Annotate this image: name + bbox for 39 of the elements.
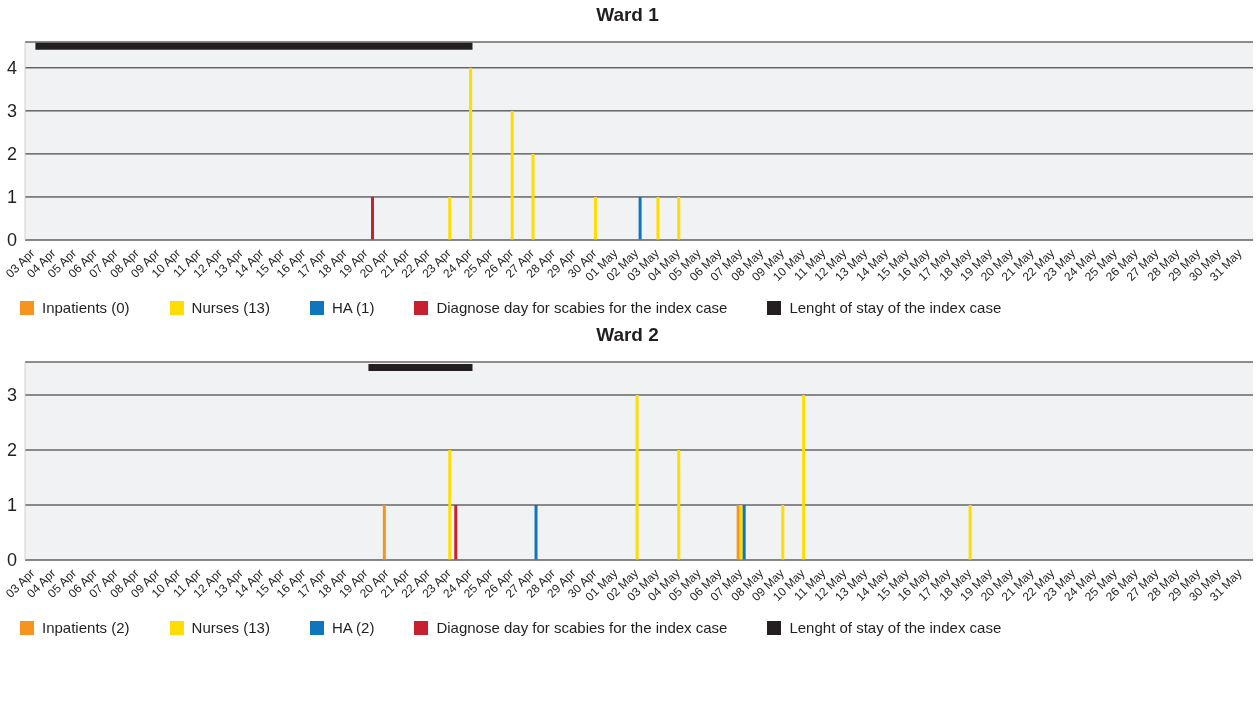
chart-title: Ward 2	[595, 323, 660, 347]
bar	[677, 450, 681, 560]
y-tick-label: 1	[6, 187, 17, 208]
bar	[454, 505, 458, 560]
y-tick-label: 1	[6, 495, 17, 516]
legend-label: HA (2)	[331, 619, 375, 636]
bar	[635, 395, 639, 560]
bar	[531, 153, 535, 240]
bar	[638, 196, 642, 240]
bar	[593, 196, 597, 240]
y-tick-label: 3	[6, 385, 17, 406]
bar	[968, 505, 972, 560]
y-tick-label: 0	[6, 550, 17, 571]
legend-label: Lenght of stay of the index case	[789, 299, 1002, 316]
bar	[510, 110, 514, 240]
legend-label: HA (1)	[331, 299, 375, 316]
bar	[448, 450, 452, 560]
y-tick-label: 2	[6, 144, 17, 165]
bar	[371, 196, 375, 240]
bar	[802, 395, 806, 560]
legend-label: Diagnose day for scabies for the index case	[436, 619, 728, 636]
y-tick-label: 2	[6, 440, 17, 461]
legend-label: Nurses (13)	[191, 299, 270, 316]
legend-label: Nurses (13)	[191, 619, 270, 636]
bar	[469, 67, 473, 240]
y-tick-label: 3	[6, 101, 17, 122]
y-tick-label: 0	[6, 230, 17, 251]
chart-title: Ward 1	[595, 3, 660, 27]
bar	[677, 196, 681, 240]
bar	[382, 505, 386, 560]
bar	[656, 196, 660, 240]
bar	[534, 505, 538, 560]
legend-label: Diagnose day for scabies for the index case	[436, 299, 728, 316]
legend-label: Inpatients (0)	[42, 299, 130, 316]
legend-label: Lenght of stay of the index case	[789, 619, 1002, 636]
bar	[448, 196, 452, 240]
bar	[781, 505, 785, 560]
legend-label: Inpatients (2)	[42, 619, 130, 636]
y-tick-label: 4	[6, 58, 17, 79]
